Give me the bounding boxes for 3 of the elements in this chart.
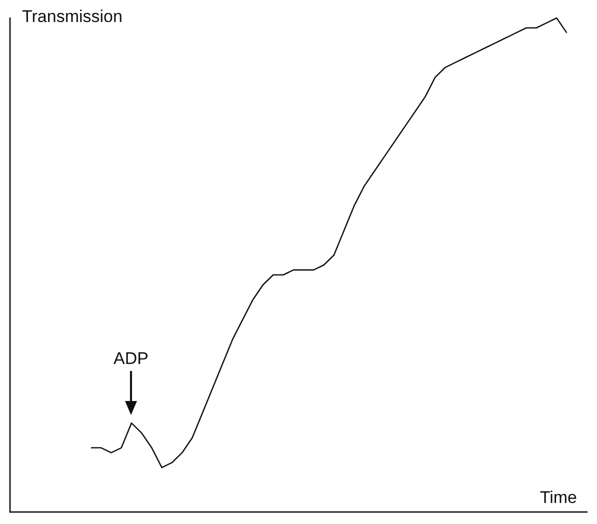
x-axis-title: Time [540, 488, 578, 507]
annotation: ADP [114, 349, 148, 368]
y-axis-title: Transmission [22, 7, 122, 26]
